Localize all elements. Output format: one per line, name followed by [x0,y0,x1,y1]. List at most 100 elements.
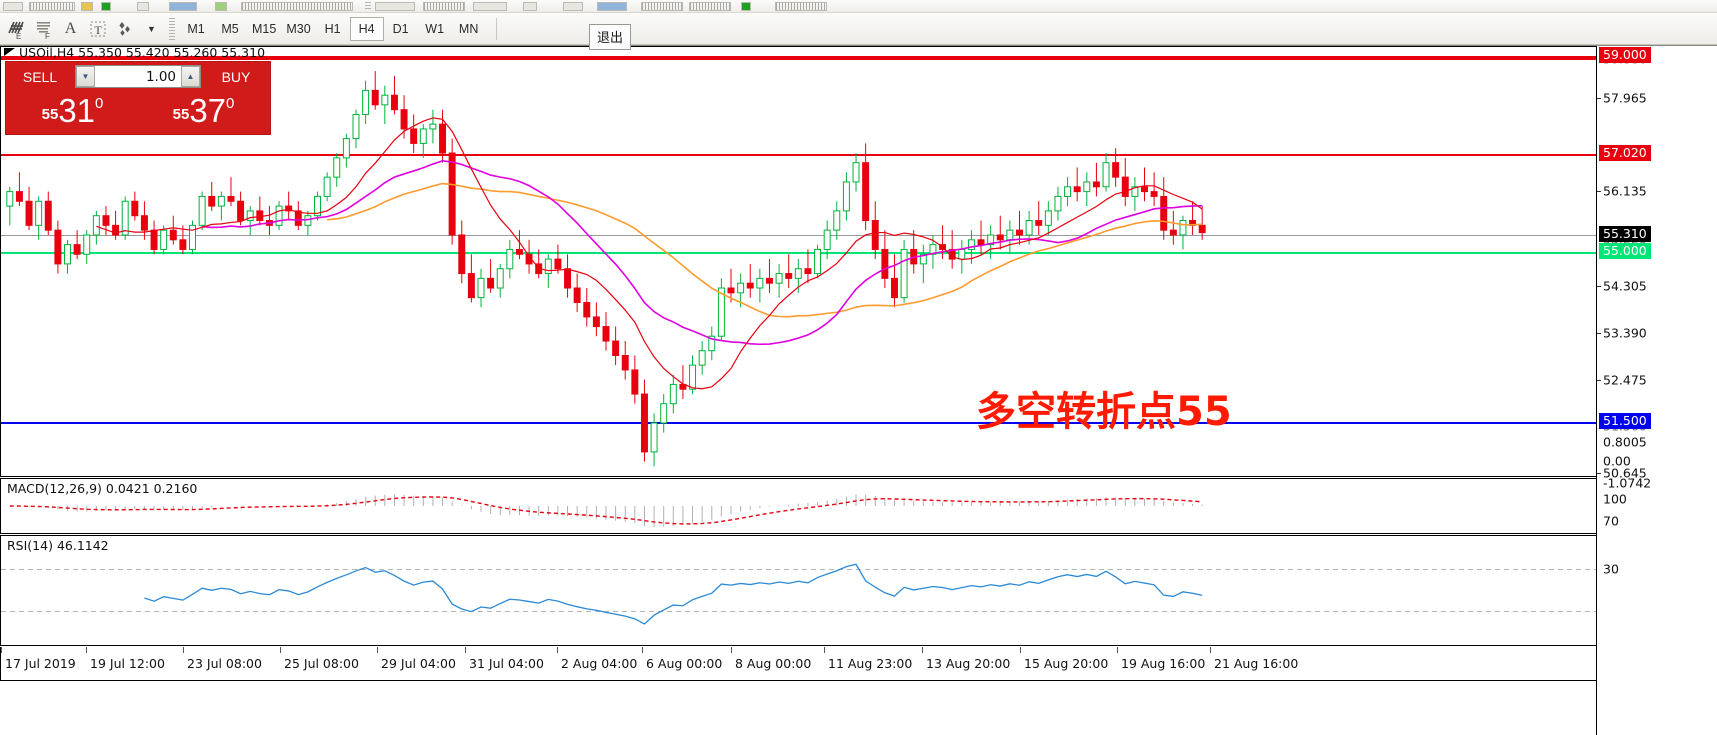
macd-series [9,494,1203,527]
toolbar-mini-icon[interactable] [81,2,93,11]
chart-annotation: 多空转折点55 [976,389,1232,435]
time-tickmark [280,647,281,653]
toolbar-mini-icon[interactable] [689,2,731,11]
macd-scale-label: -1.0742 [1603,475,1652,491]
time-axis-label: 31 Jul 04:00 [469,656,544,671]
toolbar-mini-icon[interactable] [101,2,111,11]
toolbar-mini-icon[interactable] [641,2,683,11]
toolbar-mini-icon[interactable] [169,2,197,11]
time-axis-label: 11 Aug 23:00 [828,656,913,671]
timeframe-w1[interactable]: W1 [425,21,445,36]
level-line-51.500 [1,422,1596,424]
price-tickmark [1597,286,1601,287]
buy-price-prefix: 55 [172,106,190,123]
timeframe-m1[interactable]: M1 [187,21,205,36]
price-tag-59.000[interactable]: 59.000 [1599,47,1651,63]
indicators-icon[interactable]: E [3,16,30,42]
grid-icon[interactable]: F [30,16,57,42]
objects-icon[interactable] [111,16,138,42]
toolbar-mini-icon[interactable] [375,2,415,11]
toolbar-mini-icon[interactable] [741,2,751,11]
one-click-trade-panel[interactable]: SELL ▼ 1.00 ▲ BUY 55 31 0 55 [5,61,271,135]
sell-price-display[interactable]: 55 31 0 [9,90,136,129]
price-tag-55.000[interactable]: 55.000 [1599,243,1651,259]
price-tick-label: 53.390 [1603,325,1647,341]
text-label-icon[interactable]: T [84,16,111,42]
time-axis-label: 8 Aug 00:00 [735,656,812,671]
price-tickmark [1597,333,1601,334]
toolbar-grip-timeframes[interactable] [169,17,175,40]
timeframe-h1[interactable]: H1 [324,21,341,36]
toolbar-top-strip [0,0,1717,13]
toolbar-mini-icon[interactable] [215,2,227,11]
rsi-label: RSI(14) 46.1142 [7,538,109,553]
toolbar-main: E F A T [0,13,1717,45]
volume-increment-icon[interactable]: ▲ [181,66,200,87]
chevron-down-icon[interactable]: ▼ [147,23,156,34]
time-tickmark [557,647,558,653]
toolbar-mini-icon[interactable] [775,2,827,11]
macd-scale-label: 0.00 [1603,453,1631,469]
time-tickmark [642,647,643,653]
toolbar-mini-icon[interactable] [473,2,507,11]
toolbar-mini-icon[interactable] [523,2,537,11]
timeframe-h4[interactable]: H4 [349,16,384,41]
toolbar-mini-icon[interactable] [563,2,583,11]
svg-text:E: E [16,32,21,40]
chart-area[interactable]: USOil,H4 55.350 55.420 55.260 55.310 多空转… [0,45,1717,735]
price-tickmark [1597,98,1601,99]
macd-scale-label: 0.8005 [1603,434,1647,450]
toolbar-mini-icon[interactable] [423,2,465,11]
macd-pane[interactable]: MACD(12,26,9) 0.0421 0.2160 [0,478,1597,534]
candlestick-series [6,71,1206,467]
volume-decrement-icon[interactable]: ▼ [76,66,95,87]
toolbar-mini-icon[interactable] [241,2,353,11]
buy-price-display[interactable]: 55 37 0 [140,90,267,129]
price-pane[interactable]: USOil,H4 55.350 55.420 55.260 55.310 多空转… [0,45,1597,477]
timeframe-mn[interactable]: MN [458,21,479,36]
time-tickmark [922,647,923,653]
symbol-header-text: USOil,H4 55.350 55.420 55.260 55.310 [19,45,266,60]
svg-text:F: F [45,32,50,40]
price-tag-55.310[interactable]: 55.310 [1599,226,1651,242]
timeframe-m30[interactable]: M30 [286,21,311,36]
toolbar-mini-icon[interactable] [137,2,149,11]
price-tick-label: 57.965 [1603,90,1647,106]
time-axis-label: 6 Aug 00:00 [646,656,723,671]
level-line-55.000 [1,252,1596,254]
sell-price-fraction: 0 [95,95,104,112]
toolbar-mini-icon[interactable] [597,2,627,11]
rsi-scale-label: 100 [1603,491,1627,507]
timeframe-m5[interactable]: M5 [221,21,239,36]
sell-price-main: 31 [58,92,96,129]
price-scale[interactable]: 57.96556.13554.30553.39052.47550.64558.8… [1596,46,1717,735]
header-underline [1,58,1596,60]
time-axis[interactable]: 17 Jul 2019 19 Jul 12:00 23 Jul 08:00 25 Ju… [0,647,1597,681]
time-tickmark [1020,647,1021,653]
time-tickmark [1210,647,1211,653]
price-tick-label: 56.135 [1603,183,1647,199]
volume-value[interactable]: 1.00 [145,68,176,85]
price-tick-label: 50.645 [1603,465,1647,481]
exit-tooltip: 退出 [589,24,632,50]
text-icon[interactable]: A [64,19,77,37]
time-tickmark [465,647,466,653]
toolbar-mini-icon[interactable] [29,2,75,11]
timeframe-m15[interactable]: M15 [252,21,277,36]
toolbar-mini-icon[interactable] [3,2,23,11]
time-tickmark [86,647,87,653]
time-tickmark [731,647,732,653]
chart-corner-icon [4,48,15,56]
time-axis-label: 25 Jul 08:00 [284,656,359,671]
time-axis-label: 17 Jul 2019 [5,656,76,671]
timeframe-d1[interactable]: D1 [392,21,409,36]
buy-button[interactable]: BUY [205,65,267,88]
price-tag-57.020[interactable]: 57.020 [1599,145,1651,161]
toolbar-grip[interactable] [365,2,371,11]
volume-stepper[interactable]: ▼ 1.00 ▲ [75,65,201,88]
sell-button[interactable]: SELL [9,65,71,88]
time-axis-label: 21 Aug 16:00 [1214,656,1299,671]
price-tag-51.500[interactable]: 51.500 [1599,413,1651,429]
rsi-pane[interactable]: RSI(14) 46.1142 [0,535,1597,646]
